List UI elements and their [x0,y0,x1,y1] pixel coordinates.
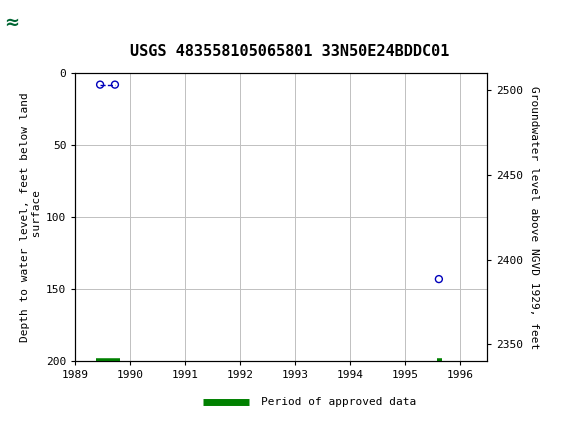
Point [434,276,444,283]
Point [110,81,119,88]
Text: Period of approved data: Period of approved data [261,397,416,407]
Y-axis label: Depth to water level, feet below land
 surface: Depth to water level, feet below land su… [20,92,42,342]
Y-axis label: Groundwater level above NGVD 1929, feet: Groundwater level above NGVD 1929, feet [529,86,539,349]
Text: USGS 483558105065801 33N50E24BDDC01: USGS 483558105065801 33N50E24BDDC01 [130,44,450,59]
Text: ≈: ≈ [4,14,19,31]
Text: USGS: USGS [61,14,112,31]
FancyBboxPatch shape [3,4,52,41]
Point [96,81,105,88]
